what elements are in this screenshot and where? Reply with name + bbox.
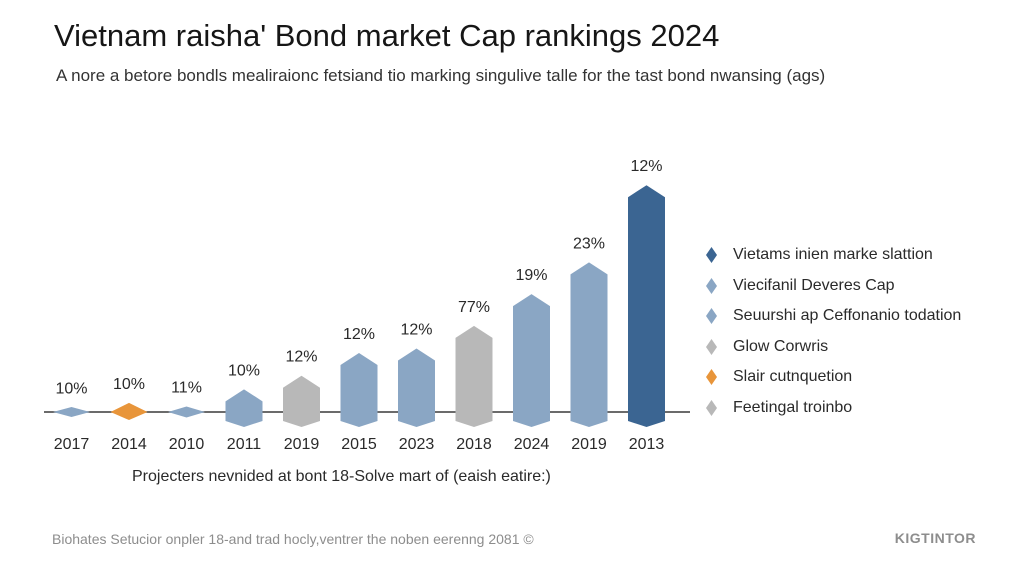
- x-tick-label-4: 2019: [284, 436, 320, 453]
- x-tick-label-0: 2017: [54, 436, 90, 453]
- legend-item-1: Viecifanil Deveres Cap: [706, 271, 1006, 302]
- legend-marker-icon: [706, 399, 717, 416]
- x-tick-label-7: 2018: [456, 436, 492, 453]
- chart-legend: Vietams inien marke slattion Viecifanil D…: [706, 240, 1006, 423]
- data-label-8: 19%: [515, 267, 547, 284]
- data-label-7: 77%: [458, 299, 490, 316]
- data-label-0: 10%: [55, 380, 87, 397]
- bar-6: [398, 348, 435, 427]
- bar-5: [340, 353, 378, 427]
- footer-brand-logo: KIGTINTOR: [894, 530, 976, 546]
- legend-marker-icon: [706, 369, 717, 386]
- legend-marker-icon: [706, 308, 717, 325]
- legend-label: Seuurshi ap Ceffonanio todation: [733, 307, 962, 325]
- bar-chart: 10% 2017 10% 2014 11% 2010 10% 2011 12% 2019 12% 20…: [44, 158, 690, 453]
- bar-1: [110, 402, 148, 420]
- chart-title: Vietnam raisha' Bond market Cap rankings…: [54, 18, 720, 53]
- legend-marker-icon: [706, 247, 717, 264]
- legend-marker-icon: [706, 277, 717, 294]
- x-tick-label-9: 2019: [571, 436, 607, 453]
- bar-4: [283, 375, 320, 427]
- chart-subtitle: A nore a betore bondls mealiraionc fetsi…: [56, 66, 826, 85]
- bar-2: [168, 406, 205, 418]
- legend-item-4: Slair cutnquetion: [706, 362, 1006, 393]
- legend-item-2: Seuurshi ap Ceffonanio todation: [706, 301, 1006, 332]
- bar-9: [570, 262, 608, 427]
- legend-item-0: Vietams inien marke slattion: [706, 240, 1006, 271]
- x-tick-label-2: 2010: [169, 436, 205, 453]
- bar-0: [53, 407, 90, 417]
- data-label-2: 11%: [171, 380, 202, 397]
- legend-label: Feetingal troinbo: [733, 398, 853, 416]
- x-tick-label-5: 2015: [341, 436, 377, 453]
- legend-marker-icon: [706, 338, 717, 355]
- legend-label: Vietams inien marke slattion: [733, 246, 933, 264]
- data-label-1: 10%: [113, 376, 145, 393]
- legend-label: Glow Corwris: [733, 337, 829, 355]
- data-label-9: 23%: [573, 235, 605, 252]
- x-tick-label-6: 2023: [399, 436, 435, 453]
- x-tick-label-1: 2014: [111, 436, 147, 453]
- x-tick-label-10: 2013: [629, 436, 665, 453]
- footer-note: Biohates Setucior onpler 18-and trad hoc…: [52, 531, 534, 547]
- bar-10: [628, 185, 665, 427]
- data-label-6: 12%: [400, 322, 432, 339]
- x-axis-caption: Projecters nevnided at bont 18-Solve mar…: [132, 468, 551, 485]
- data-label-3: 10%: [228, 362, 260, 379]
- data-label-4: 12%: [285, 349, 317, 366]
- legend-label: Slair cutnquetion: [733, 368, 853, 386]
- legend-item-3: Glow Corwris: [706, 332, 1006, 363]
- x-tick-label-8: 2024: [514, 436, 550, 453]
- data-label-10: 12%: [630, 158, 662, 175]
- data-label-5: 12%: [343, 326, 375, 343]
- legend-label: Viecifanil Deveres Cap: [733, 276, 895, 294]
- bar-7: [455, 325, 493, 427]
- legend-item-5: Feetingal troinbo: [706, 393, 1006, 424]
- x-tick-label-3: 2011: [227, 436, 262, 453]
- bar-3: [225, 389, 263, 427]
- bar-8: [513, 294, 550, 427]
